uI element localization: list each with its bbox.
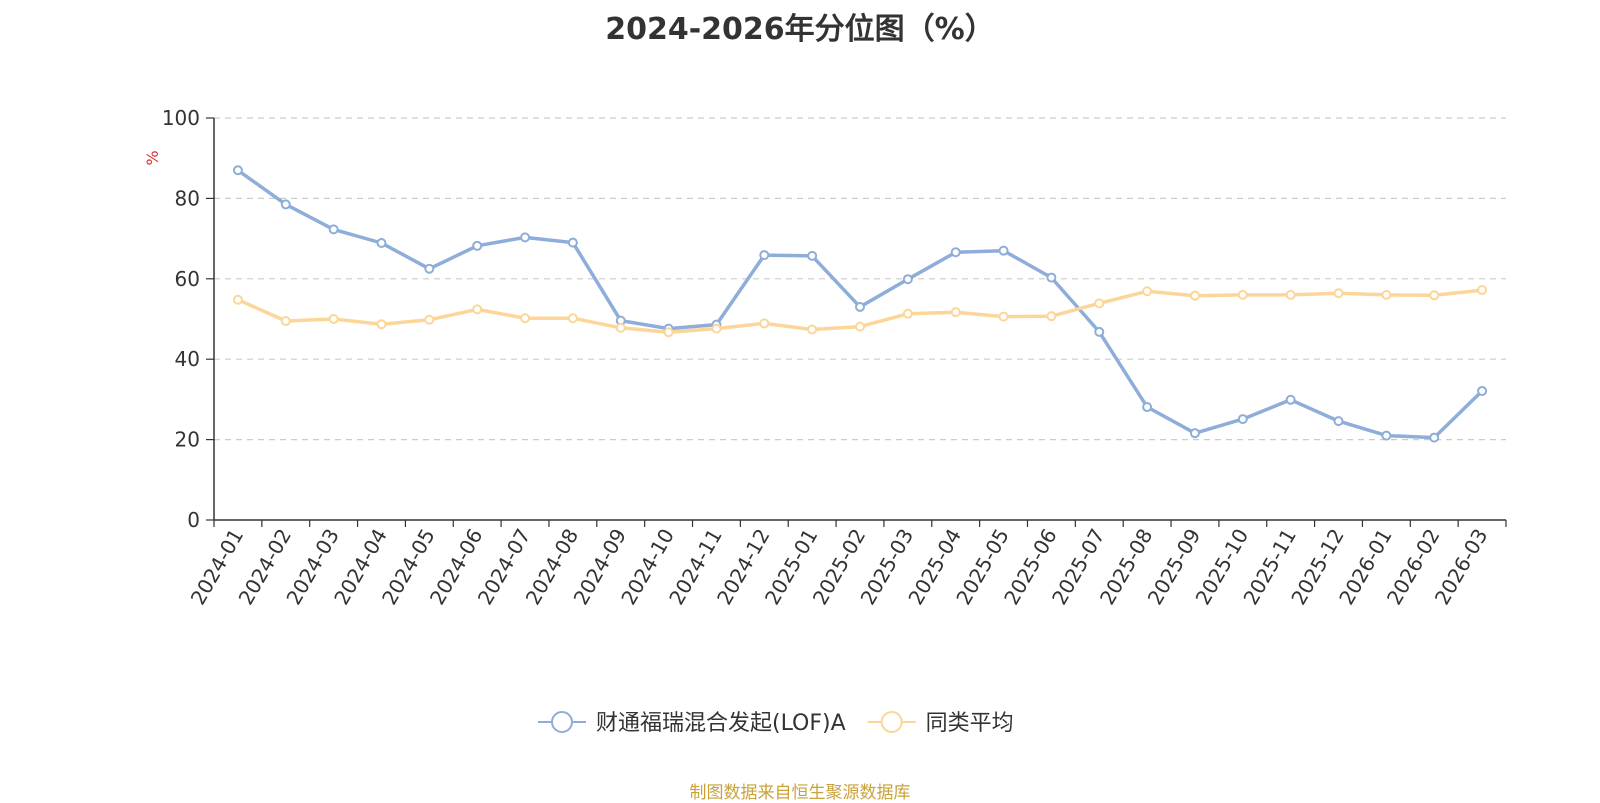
data-point <box>1094 326 1105 337</box>
data-point <box>1429 290 1440 301</box>
data-point <box>950 307 961 318</box>
data-point <box>424 263 435 274</box>
data-point <box>950 247 961 258</box>
data-point <box>1237 414 1248 425</box>
data-point <box>567 237 578 248</box>
legend-item-0[interactable]: 财通福瑞混合发起(LOF)A <box>538 711 846 736</box>
data-point <box>328 224 339 235</box>
data-point <box>1333 416 1344 427</box>
y-tick-label: 20 <box>175 428 200 452</box>
data-point <box>232 165 243 176</box>
data-point <box>472 304 483 315</box>
legend-item-1[interactable]: 同类平均 <box>867 711 1014 736</box>
grid-lines <box>214 117 1506 441</box>
data-point <box>280 199 291 210</box>
data-point <box>1333 288 1344 299</box>
y-tick-label: 100 <box>162 106 200 130</box>
series-lines <box>232 165 1488 443</box>
data-point <box>520 232 531 243</box>
data-point <box>1285 394 1296 405</box>
data-point <box>902 274 913 285</box>
y-tick-label: 80 <box>175 186 200 210</box>
data-point <box>759 250 770 261</box>
data-point <box>807 324 818 335</box>
data-point <box>855 321 865 332</box>
chart-title: 2024-2026年分位图（%） <box>605 12 995 47</box>
data-point <box>1189 290 1200 301</box>
data-point <box>1381 430 1392 441</box>
data-point <box>1142 286 1153 297</box>
data-point <box>472 240 483 251</box>
data-point <box>1237 289 1248 300</box>
data-point <box>1477 285 1488 296</box>
data-point <box>1094 298 1105 309</box>
data-point <box>520 313 531 324</box>
data-point <box>711 323 722 334</box>
data-point <box>567 313 578 324</box>
legend-marker <box>880 711 903 733</box>
y-axis-unit: % <box>143 150 162 165</box>
data-point <box>998 311 1009 322</box>
y-tick-label: 40 <box>175 347 200 371</box>
data-point <box>663 327 674 338</box>
data-point <box>1477 385 1488 396</box>
data-point <box>1189 428 1200 439</box>
data-point <box>376 319 387 330</box>
data-point <box>424 314 435 325</box>
legend[interactable]: 财通福瑞混合发起(LOF)A 同类平均 <box>538 711 1014 736</box>
data-point <box>902 308 913 319</box>
axes: 020406080100%2024-012024-022024-032024-0… <box>143 106 1507 609</box>
data-point <box>232 294 243 305</box>
data-point <box>280 316 291 327</box>
data-point <box>1046 311 1057 322</box>
y-tick-label: 0 <box>187 508 200 532</box>
data-point <box>1381 289 1392 300</box>
data-point <box>1285 289 1296 300</box>
legend-label: 同类平均 <box>926 711 1014 736</box>
data-point <box>998 245 1009 256</box>
y-tick-label: 60 <box>175 267 200 291</box>
data-point <box>759 318 770 329</box>
data-point <box>807 250 818 261</box>
series-1 <box>232 285 1488 338</box>
series-0 <box>232 165 1488 443</box>
legend-marker <box>551 711 573 733</box>
data-point <box>328 314 339 324</box>
data-point <box>1142 402 1153 413</box>
data-point <box>1046 272 1057 283</box>
data-point <box>855 301 865 312</box>
data-point <box>1429 432 1440 443</box>
source-note: 制图数据来自恒生聚源数据库 <box>689 783 911 803</box>
legend-label: 财通福瑞混合发起(LOF)A <box>596 711 846 736</box>
data-point <box>376 238 387 249</box>
data-point <box>615 322 626 333</box>
